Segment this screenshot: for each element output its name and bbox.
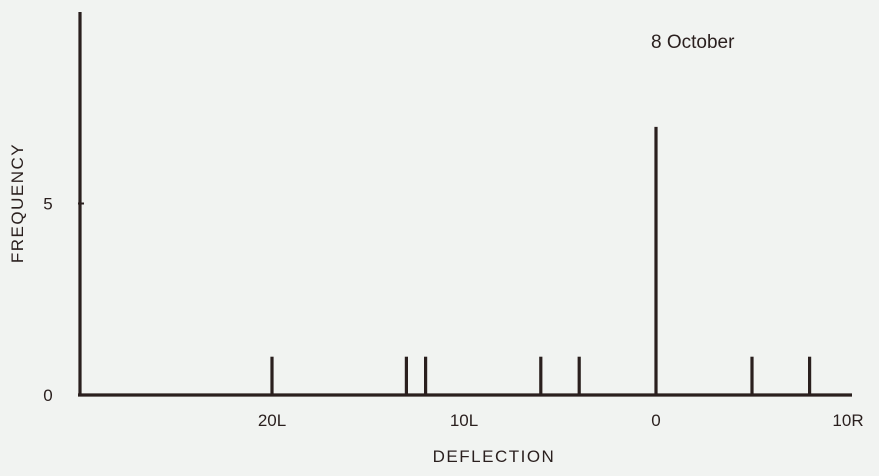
x-tick-label-2: 0 <box>651 411 660 430</box>
y-axis-ticks: 05 <box>43 195 84 405</box>
y-axis-label: FREQUENCY <box>8 143 27 263</box>
x-tick-label-3: 10R <box>832 411 863 430</box>
y-tick-label-1: 5 <box>43 195 52 214</box>
x-tick-label-1: 10L <box>450 411 478 430</box>
x-axis-ticks: 20L 10L 0 10R <box>258 411 864 430</box>
chart-title: 8 October <box>651 32 735 53</box>
x-tick-label-0: 20L <box>258 411 286 430</box>
y-tick-label-0: 0 <box>43 386 52 405</box>
x-axis-label: DEFLECTION <box>433 447 556 466</box>
